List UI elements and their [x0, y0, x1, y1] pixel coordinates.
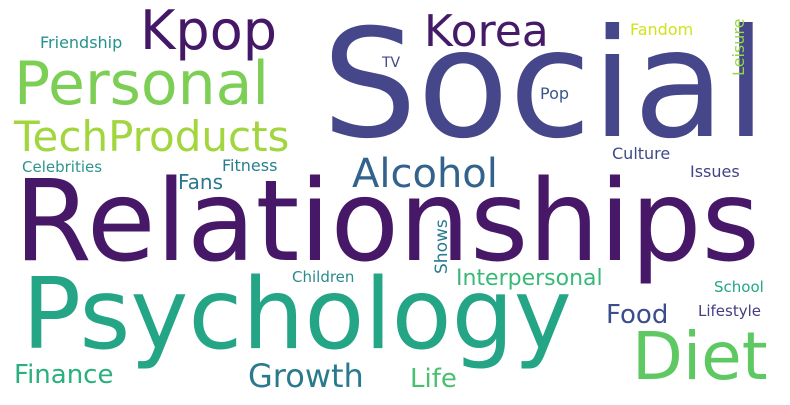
word-fans: Fans: [178, 172, 223, 192]
word-korea: Korea: [424, 10, 549, 54]
word-personal: Personal: [14, 54, 269, 114]
word-alcohol: Alcohol: [352, 154, 498, 194]
word-culture: Culture: [612, 146, 670, 162]
word-food: Food: [606, 302, 668, 328]
word-tv: TV: [382, 56, 400, 70]
word-school: School: [714, 280, 764, 295]
word-diet: Diet: [632, 324, 768, 390]
word-leisure: Leisure: [731, 19, 747, 76]
word-fandom: Fandom: [630, 22, 693, 38]
word-lifestyle: Lifestyle: [698, 304, 761, 319]
word-techproducts: TechProducts: [14, 116, 289, 158]
word-shows: Shows: [434, 219, 451, 274]
word-kpop: Kpop: [140, 4, 277, 58]
word-celebrities: Celebrities: [22, 160, 102, 175]
word-interpersonal: Interpersonal: [456, 268, 603, 290]
word-issues: Issues: [690, 164, 740, 180]
word-children: Children: [292, 270, 354, 285]
word-finance: Finance: [14, 362, 113, 388]
word-fitness: Fitness: [222, 158, 277, 174]
word-pop: Pop: [540, 86, 569, 102]
word-growth: Growth: [248, 360, 364, 392]
word-friendship: Friendship: [40, 35, 122, 51]
word-life: Life: [410, 366, 457, 392]
